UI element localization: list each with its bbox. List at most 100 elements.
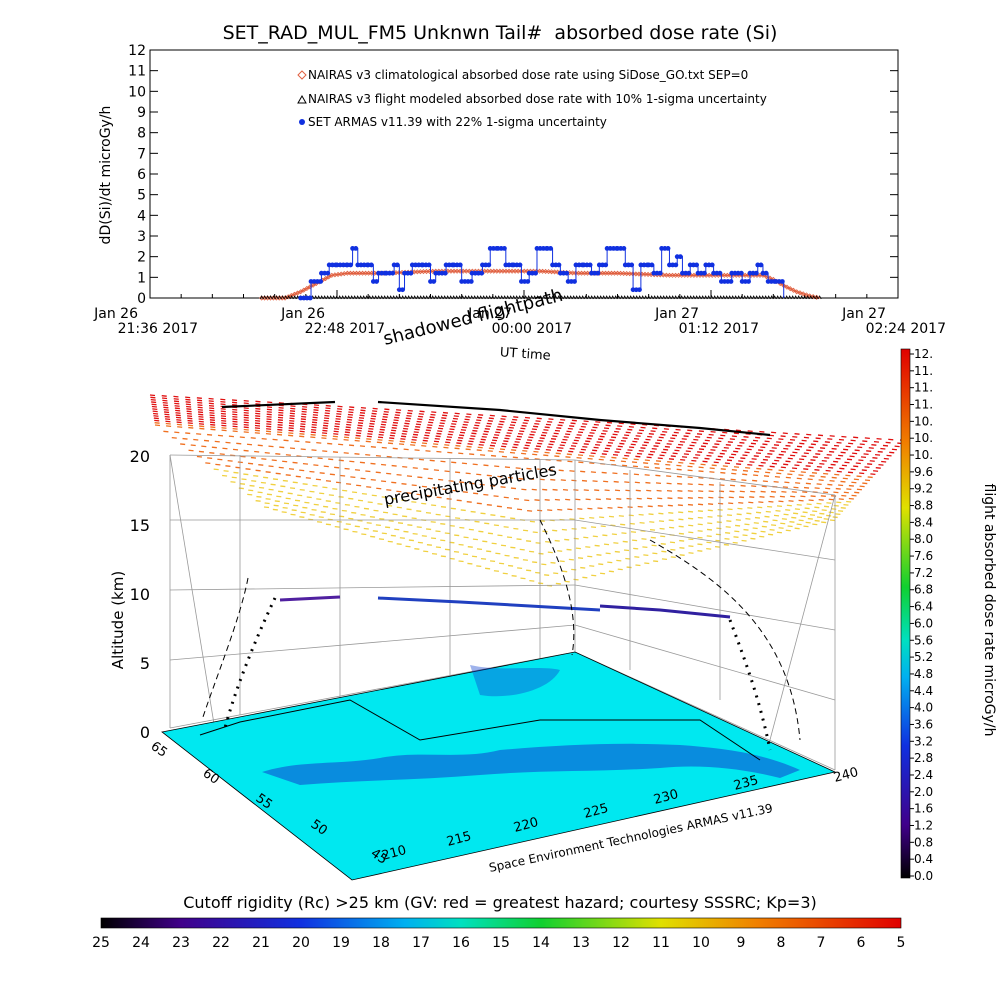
hazard-dash bbox=[833, 444, 840, 447]
hazard-dash bbox=[545, 423, 552, 426]
hazard-dash bbox=[293, 504, 299, 507]
hazard-dash bbox=[513, 527, 519, 530]
hazard-dash bbox=[199, 425, 205, 428]
hazard-dash bbox=[493, 570, 500, 572]
legend-label: NAIRAS v3 flight modeled absorbed dose r… bbox=[308, 92, 767, 106]
hazard-dash bbox=[449, 557, 455, 560]
hazard-dash bbox=[731, 472, 737, 475]
hazard-dash bbox=[239, 436, 245, 439]
hazard-dash bbox=[576, 434, 582, 436]
hazard-dash bbox=[366, 522, 372, 524]
hazard-dash bbox=[554, 498, 560, 501]
hazard-dash bbox=[367, 501, 373, 504]
hazard-dash bbox=[430, 413, 436, 416]
hazard-dash bbox=[831, 508, 837, 510]
hazard-dash bbox=[678, 525, 684, 528]
hazard-dash bbox=[255, 469, 261, 472]
hazard-dash bbox=[457, 439, 463, 442]
hazard-dash bbox=[241, 478, 247, 481]
hazard-dash bbox=[472, 538, 478, 541]
hazard-dash bbox=[556, 427, 562, 429]
hazard-dash bbox=[346, 483, 352, 485]
hazard-dash bbox=[646, 497, 653, 500]
hazard-dash bbox=[547, 420, 553, 423]
hazard-dash bbox=[393, 419, 399, 422]
hazard-dash bbox=[543, 454, 549, 457]
hazard-dash bbox=[809, 514, 816, 516]
colorbar-tick-label: 9.6 bbox=[914, 465, 933, 479]
hazard-dash bbox=[476, 473, 482, 476]
hazard-dash bbox=[231, 476, 237, 479]
hazard-dash bbox=[247, 493, 253, 496]
hazard-dash bbox=[367, 433, 373, 435]
hazard-dash bbox=[509, 424, 516, 426]
hazard-dash bbox=[310, 431, 316, 434]
hazard-dash bbox=[359, 461, 365, 464]
hazard-dash bbox=[732, 541, 738, 544]
hazard-dash bbox=[677, 482, 683, 485]
hazard-dash bbox=[722, 465, 728, 468]
annotation-shadowed-flightpath: shadowed flightpath bbox=[381, 285, 565, 350]
data-point bbox=[430, 295, 435, 300]
hazard-dash bbox=[463, 421, 469, 424]
hazard-dash bbox=[785, 460, 791, 463]
hazard-dash bbox=[622, 540, 628, 543]
series-group bbox=[259, 246, 822, 301]
hazard-dash bbox=[664, 445, 670, 448]
hazard-dash bbox=[255, 400, 261, 403]
hazard-dash bbox=[749, 461, 755, 463]
hazard-dash bbox=[614, 489, 621, 492]
hazard-dash bbox=[784, 481, 790, 484]
hazard-dash bbox=[611, 533, 617, 536]
hazard-dash bbox=[185, 401, 191, 403]
hazard-dash bbox=[706, 454, 712, 457]
hazard-dash bbox=[689, 444, 695, 447]
hazard-dash bbox=[559, 560, 565, 563]
hazard-dash bbox=[614, 430, 620, 433]
dose-rate-colorbar: 12.11.11.11.10.10.10.9.69.28.88.48.07.67… bbox=[900, 347, 997, 883]
data-point bbox=[431, 279, 437, 284]
hazard-dash bbox=[198, 413, 204, 416]
hazard-dash bbox=[768, 533, 774, 536]
rigidity-tick-label: 23 bbox=[172, 935, 190, 951]
data-point bbox=[717, 270, 723, 276]
hazard-dash bbox=[739, 490, 745, 493]
hazard-dash bbox=[656, 489, 662, 492]
y-axis-label: dD(Si)/dt microGy/h bbox=[98, 106, 114, 245]
hazard-dash bbox=[676, 464, 682, 467]
hazard-dash bbox=[402, 466, 408, 468]
data-point bbox=[564, 270, 570, 276]
data-point bbox=[415, 295, 420, 300]
hazard-dash bbox=[386, 472, 392, 475]
data-point bbox=[307, 295, 313, 301]
hazard-dash bbox=[503, 440, 509, 443]
hazard-dash bbox=[826, 514, 832, 517]
hazard-dash bbox=[787, 457, 793, 460]
hazard-dash bbox=[398, 443, 405, 446]
hazard-dash bbox=[370, 535, 376, 538]
hazard-dash bbox=[266, 425, 272, 428]
hazard-dash bbox=[343, 436, 350, 439]
hazard-dash bbox=[473, 492, 479, 495]
hazard-dash bbox=[435, 530, 441, 533]
hazard-dash bbox=[605, 552, 611, 555]
hazard-dash bbox=[458, 452, 464, 455]
hazard-dash bbox=[744, 523, 750, 526]
hazard-dash bbox=[513, 443, 519, 446]
hazard-dash bbox=[654, 463, 660, 465]
hazard-dash bbox=[657, 497, 663, 500]
hazard-dash bbox=[337, 405, 343, 408]
hazard-dash bbox=[802, 491, 808, 493]
hazard-dash bbox=[697, 516, 703, 519]
hazard-dash bbox=[233, 471, 239, 474]
hazard-row bbox=[247, 493, 841, 566]
data-point bbox=[274, 295, 279, 300]
data-point bbox=[457, 262, 463, 268]
colorbar-tick-label: 10. bbox=[914, 414, 933, 428]
hazard-dash bbox=[423, 437, 429, 439]
hazard-dash bbox=[448, 480, 454, 482]
hazard-dash bbox=[209, 416, 215, 419]
hazard-dash bbox=[289, 419, 295, 422]
hazard-dash bbox=[469, 453, 475, 456]
hazard-dash bbox=[250, 437, 256, 439]
